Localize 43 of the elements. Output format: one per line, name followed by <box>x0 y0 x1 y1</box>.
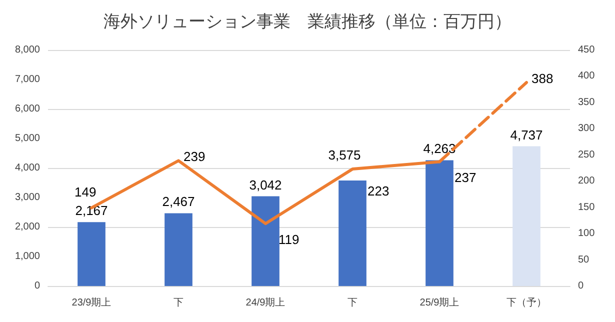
bar <box>338 180 366 286</box>
data-label: 149 <box>74 184 96 200</box>
data-label: 237 <box>454 170 476 186</box>
y-tick-label: 7,000 <box>14 74 40 85</box>
data-label: 2,167 <box>75 203 108 218</box>
y2-tick-label: 50 <box>578 254 590 266</box>
x-tick-label: 23/9期上 <box>72 296 112 308</box>
data-label: 388 <box>532 71 554 86</box>
y-tick-label: 4,000 <box>14 162 40 174</box>
y2-tick-label: 200 <box>578 176 596 187</box>
y2-tick-label: 300 <box>578 123 596 134</box>
y2-tick-label: 450 <box>578 44 596 56</box>
y-tick-label: 1,000 <box>14 251 40 262</box>
x-tick-label: 25/9期上 <box>420 296 460 308</box>
y2-tick-label: 250 <box>578 149 596 160</box>
data-label: 3,042 <box>249 177 282 192</box>
y-tick-label: 5,000 <box>14 133 40 144</box>
y-tick-label: 6,000 <box>14 104 40 114</box>
bar <box>426 160 454 286</box>
y2-tick-label: 0 <box>578 280 584 292</box>
y2-tick-label: 350 <box>578 96 596 108</box>
data-label: 3,575 <box>328 148 361 163</box>
bar <box>512 146 540 286</box>
y-tick-label: 3,000 <box>14 192 40 203</box>
y-tick-label: 2,000 <box>14 222 40 232</box>
data-label: 4,737 <box>510 127 543 142</box>
data-label: 2,467 <box>162 194 195 210</box>
data-label: 239 <box>184 149 206 164</box>
data-label: 223 <box>368 184 390 199</box>
bar <box>252 196 280 286</box>
data-label: 119 <box>278 232 300 248</box>
chart-title: 海外ソリューション事業 業績推移（単位：百万円） <box>104 12 512 31</box>
x-tick-label: 下（予） <box>506 298 546 308</box>
y2-tick-label: 100 <box>578 228 596 240</box>
bar <box>164 213 192 286</box>
y2-tick-label: 400 <box>578 70 596 82</box>
x-tick-label: 下 <box>348 298 358 308</box>
y-tick-label: 0 <box>34 280 40 292</box>
y-tick-label: 8,000 <box>14 44 40 56</box>
x-tick-label: 下 <box>174 298 184 308</box>
y2-tick-label: 150 <box>578 202 596 213</box>
bar <box>78 222 106 286</box>
x-tick-label: 24/9期上 <box>246 296 286 308</box>
